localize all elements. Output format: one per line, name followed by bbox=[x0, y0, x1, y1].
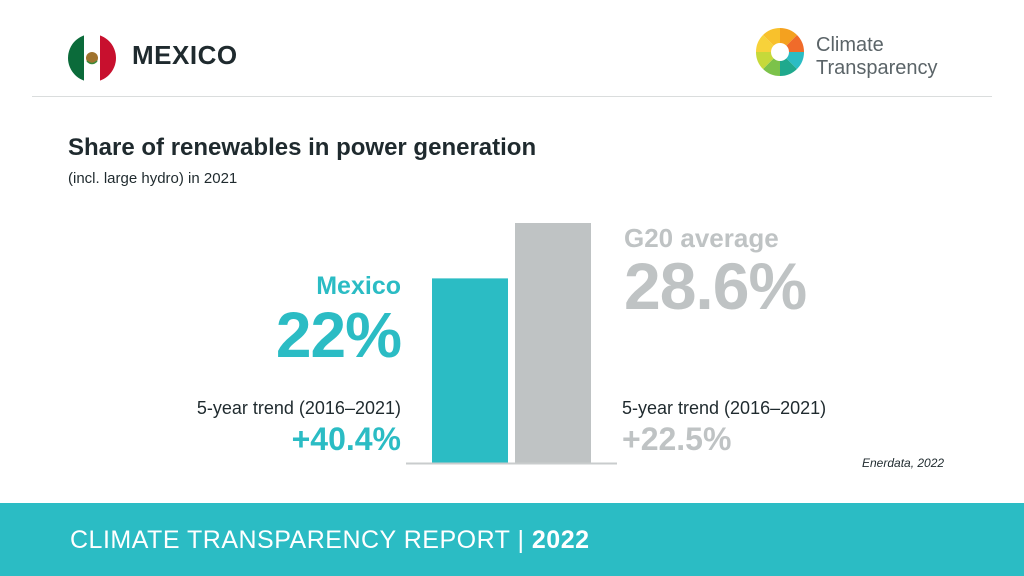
bar-g20-average bbox=[515, 223, 591, 463]
mexico-trend-label: 5-year trend (2016–2021) bbox=[196, 398, 401, 418]
logo-line-1: Climate bbox=[816, 34, 884, 56]
chart-subtitle: (incl. large hydro) in 2021 bbox=[68, 170, 238, 187]
g20-trend-value: +22.5% bbox=[622, 421, 732, 457]
header-divider bbox=[32, 96, 992, 97]
g20-trend-label: 5-year trend (2016–2021) bbox=[622, 398, 827, 418]
mexico-value-label: 22% bbox=[275, 299, 402, 371]
footer-text: CLIMATE TRANSPARENCY REPORT | 2022 bbox=[70, 526, 590, 555]
mexico-flag-icon bbox=[68, 34, 116, 82]
g20-label: G20 average bbox=[624, 223, 779, 253]
report-label: CLIMATE TRANSPARENCY REPORT bbox=[70, 526, 510, 554]
country-name: MEXICO bbox=[132, 40, 238, 70]
bar-mexico bbox=[432, 278, 508, 463]
logo-text: Climate Transparency bbox=[816, 34, 938, 80]
footer-banner: CLIMATE TRANSPARENCY REPORT | 2022 bbox=[0, 503, 1024, 576]
mexico-trend-value: +40.4% bbox=[291, 421, 401, 457]
chart-title: Share of renewables in power generation bbox=[68, 134, 537, 161]
climate-transparency-logo-icon bbox=[754, 26, 806, 78]
g20-value-label: 28.6% bbox=[624, 249, 807, 323]
mexico-label: Mexico bbox=[316, 272, 401, 300]
footer-separator: | bbox=[517, 526, 525, 554]
logo-line-2: Transparency bbox=[816, 57, 938, 79]
report-year: 2022 bbox=[531, 526, 590, 554]
header: MEXICO Climate Transparency bbox=[0, 0, 1024, 96]
source-note: Enerdata, 2022 bbox=[862, 456, 945, 470]
